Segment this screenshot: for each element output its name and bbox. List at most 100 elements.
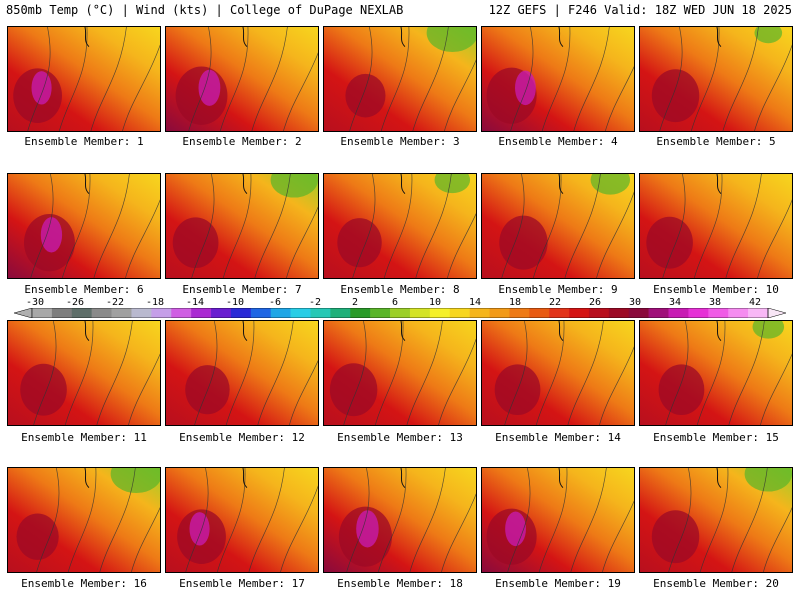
colorbar-tick-label: 30: [628, 297, 642, 308]
colorbar-max-arrow: [767, 308, 786, 318]
colorbar-swatch: [608, 308, 630, 318]
colorbar-tick-label: -14: [185, 297, 205, 308]
ensemble-member-label: Ensemble Member: 17: [179, 577, 305, 590]
ensemble-member-label: Ensemble Member: 16: [21, 577, 147, 590]
ensemble-member-label: Ensemble Member: 14: [495, 431, 621, 444]
colorbar-tick-label: -18: [145, 297, 165, 308]
colorbar-swatch: [688, 308, 709, 318]
ensemble-member-label: Ensemble Member: 10: [653, 283, 779, 296]
colorbar-swatch: [370, 308, 391, 318]
colorbar-swatch: [748, 308, 769, 318]
colorbar-swatch: [211, 308, 232, 318]
colorbar-swatch: [32, 308, 53, 318]
colorbar-swatch: [310, 308, 331, 318]
ensemble-member-label: Ensemble Member: 13: [337, 431, 463, 444]
colorbar-swatch: [628, 308, 649, 318]
ensemble-member-map: [639, 467, 793, 573]
ensemble-member-label: Ensemble Member: 7: [182, 283, 302, 296]
ensemble-member-map: [165, 467, 319, 573]
ensemble-member-map: [7, 173, 161, 279]
colorbar-swatch: [449, 308, 470, 318]
model-valid-time: 12Z GEFS | F246 Valid: 18Z WED JUN 18 20…: [488, 3, 792, 17]
colorbar-tick-label: 10: [428, 297, 442, 308]
colorbar-swatch: [469, 308, 490, 318]
colorbar-swatch: [708, 308, 729, 318]
colorbar-tick-label: 6: [391, 297, 399, 308]
colorbar-swatch: [390, 308, 411, 318]
ensemble-member-map: [165, 320, 319, 426]
ensemble-member-label: Ensemble Member: 1: [24, 135, 144, 148]
colorbar-tick-label: -22: [105, 297, 125, 308]
colorbar-tick-label: 2: [351, 297, 359, 308]
colorbar-tick-label: -10: [225, 297, 245, 308]
ensemble-member-label: Ensemble Member: 3: [340, 135, 460, 148]
colorbar-tick-label: 38: [708, 297, 722, 308]
colorbar-tick-label: 22: [548, 297, 562, 308]
ensemble-member-label: Ensemble Member: 11: [21, 431, 147, 444]
ensemble-member-label: Ensemble Member: 4: [498, 135, 618, 148]
colorbar-tick-label: -26: [65, 297, 85, 308]
colorbar-tick-label: 26: [588, 297, 602, 308]
ensemble-member-label: Ensemble Member: 5: [656, 135, 776, 148]
ensemble-member-label: Ensemble Member: 19: [495, 577, 621, 590]
colorbar-min-arrow: [14, 308, 33, 318]
map-title: 850mb Temp (°C) | Wind (kts) | College o…: [6, 3, 404, 17]
ensemble-member-label: Ensemble Member: 9: [498, 283, 618, 296]
colorbar-swatch: [509, 308, 530, 318]
colorbar-swatch: [151, 308, 172, 318]
ensemble-member-label: Ensemble Member: 2: [182, 135, 302, 148]
colorbar-swatch: [668, 308, 689, 318]
ensemble-member-map: [481, 26, 635, 132]
temperature-colorbar: [14, 308, 786, 318]
ensemble-member-map: [639, 173, 793, 279]
ensemble-member-label: Ensemble Member: 20: [653, 577, 779, 590]
colorbar-tick-label: -30: [25, 297, 45, 308]
ensemble-member-label: Ensemble Member: 6: [24, 283, 144, 296]
colorbar-tick-label: -6: [268, 297, 282, 308]
ensemble-member-label: Ensemble Member: 15: [653, 431, 779, 444]
ensemble-member-map: [481, 173, 635, 279]
colorbar-swatch: [728, 308, 749, 318]
ensemble-member-map: [165, 26, 319, 132]
colorbar-swatch: [191, 308, 212, 318]
colorbar-swatch: [489, 308, 510, 318]
colorbar-tick-label: 42: [748, 297, 762, 308]
colorbar-swatch: [549, 308, 570, 318]
colorbar-tick-label: -2: [308, 297, 322, 308]
colorbar-swatch: [429, 308, 451, 318]
colorbar-swatch: [290, 308, 311, 318]
ensemble-member-label: Ensemble Member: 12: [179, 431, 305, 444]
colorbar-swatch: [51, 308, 73, 318]
colorbar-tick-label: 18: [508, 297, 522, 308]
ensemble-member-map: [323, 467, 477, 573]
ensemble-member-map: [481, 467, 635, 573]
colorbar-tick-label: 34: [668, 297, 682, 308]
colorbar-swatch: [270, 308, 291, 318]
colorbar-swatch: [330, 308, 351, 318]
ensemble-member-map: [7, 467, 161, 573]
ensemble-member-label: Ensemble Member: 18: [337, 577, 463, 590]
ensemble-member-map: [639, 320, 793, 426]
colorbar-swatch: [250, 308, 272, 318]
ensemble-member-map: [165, 173, 319, 279]
ensemble-member-map: [323, 320, 477, 426]
ensemble-member-map: [323, 173, 477, 279]
colorbar-swatch: [529, 308, 550, 318]
colorbar-swatch: [171, 308, 192, 318]
colorbar-swatch: [71, 308, 92, 318]
colorbar-swatch: [91, 308, 112, 318]
colorbar-swatch: [111, 308, 132, 318]
ensemble-member-map: [481, 320, 635, 426]
colorbar-swatch: [230, 308, 252, 318]
colorbar-swatch: [409, 308, 431, 318]
ensemble-member-map: [7, 320, 161, 426]
colorbar-swatch: [350, 308, 371, 318]
ensemble-member-map: [639, 26, 793, 132]
ensemble-member-map: [7, 26, 161, 132]
ensemble-member-label: Ensemble Member: 8: [340, 283, 460, 296]
ensemble-member-map: [323, 26, 477, 132]
colorbar-swatch: [569, 308, 590, 318]
colorbar-swatch: [588, 308, 610, 318]
colorbar-swatch: [131, 308, 152, 318]
colorbar-swatch: [648, 308, 669, 318]
